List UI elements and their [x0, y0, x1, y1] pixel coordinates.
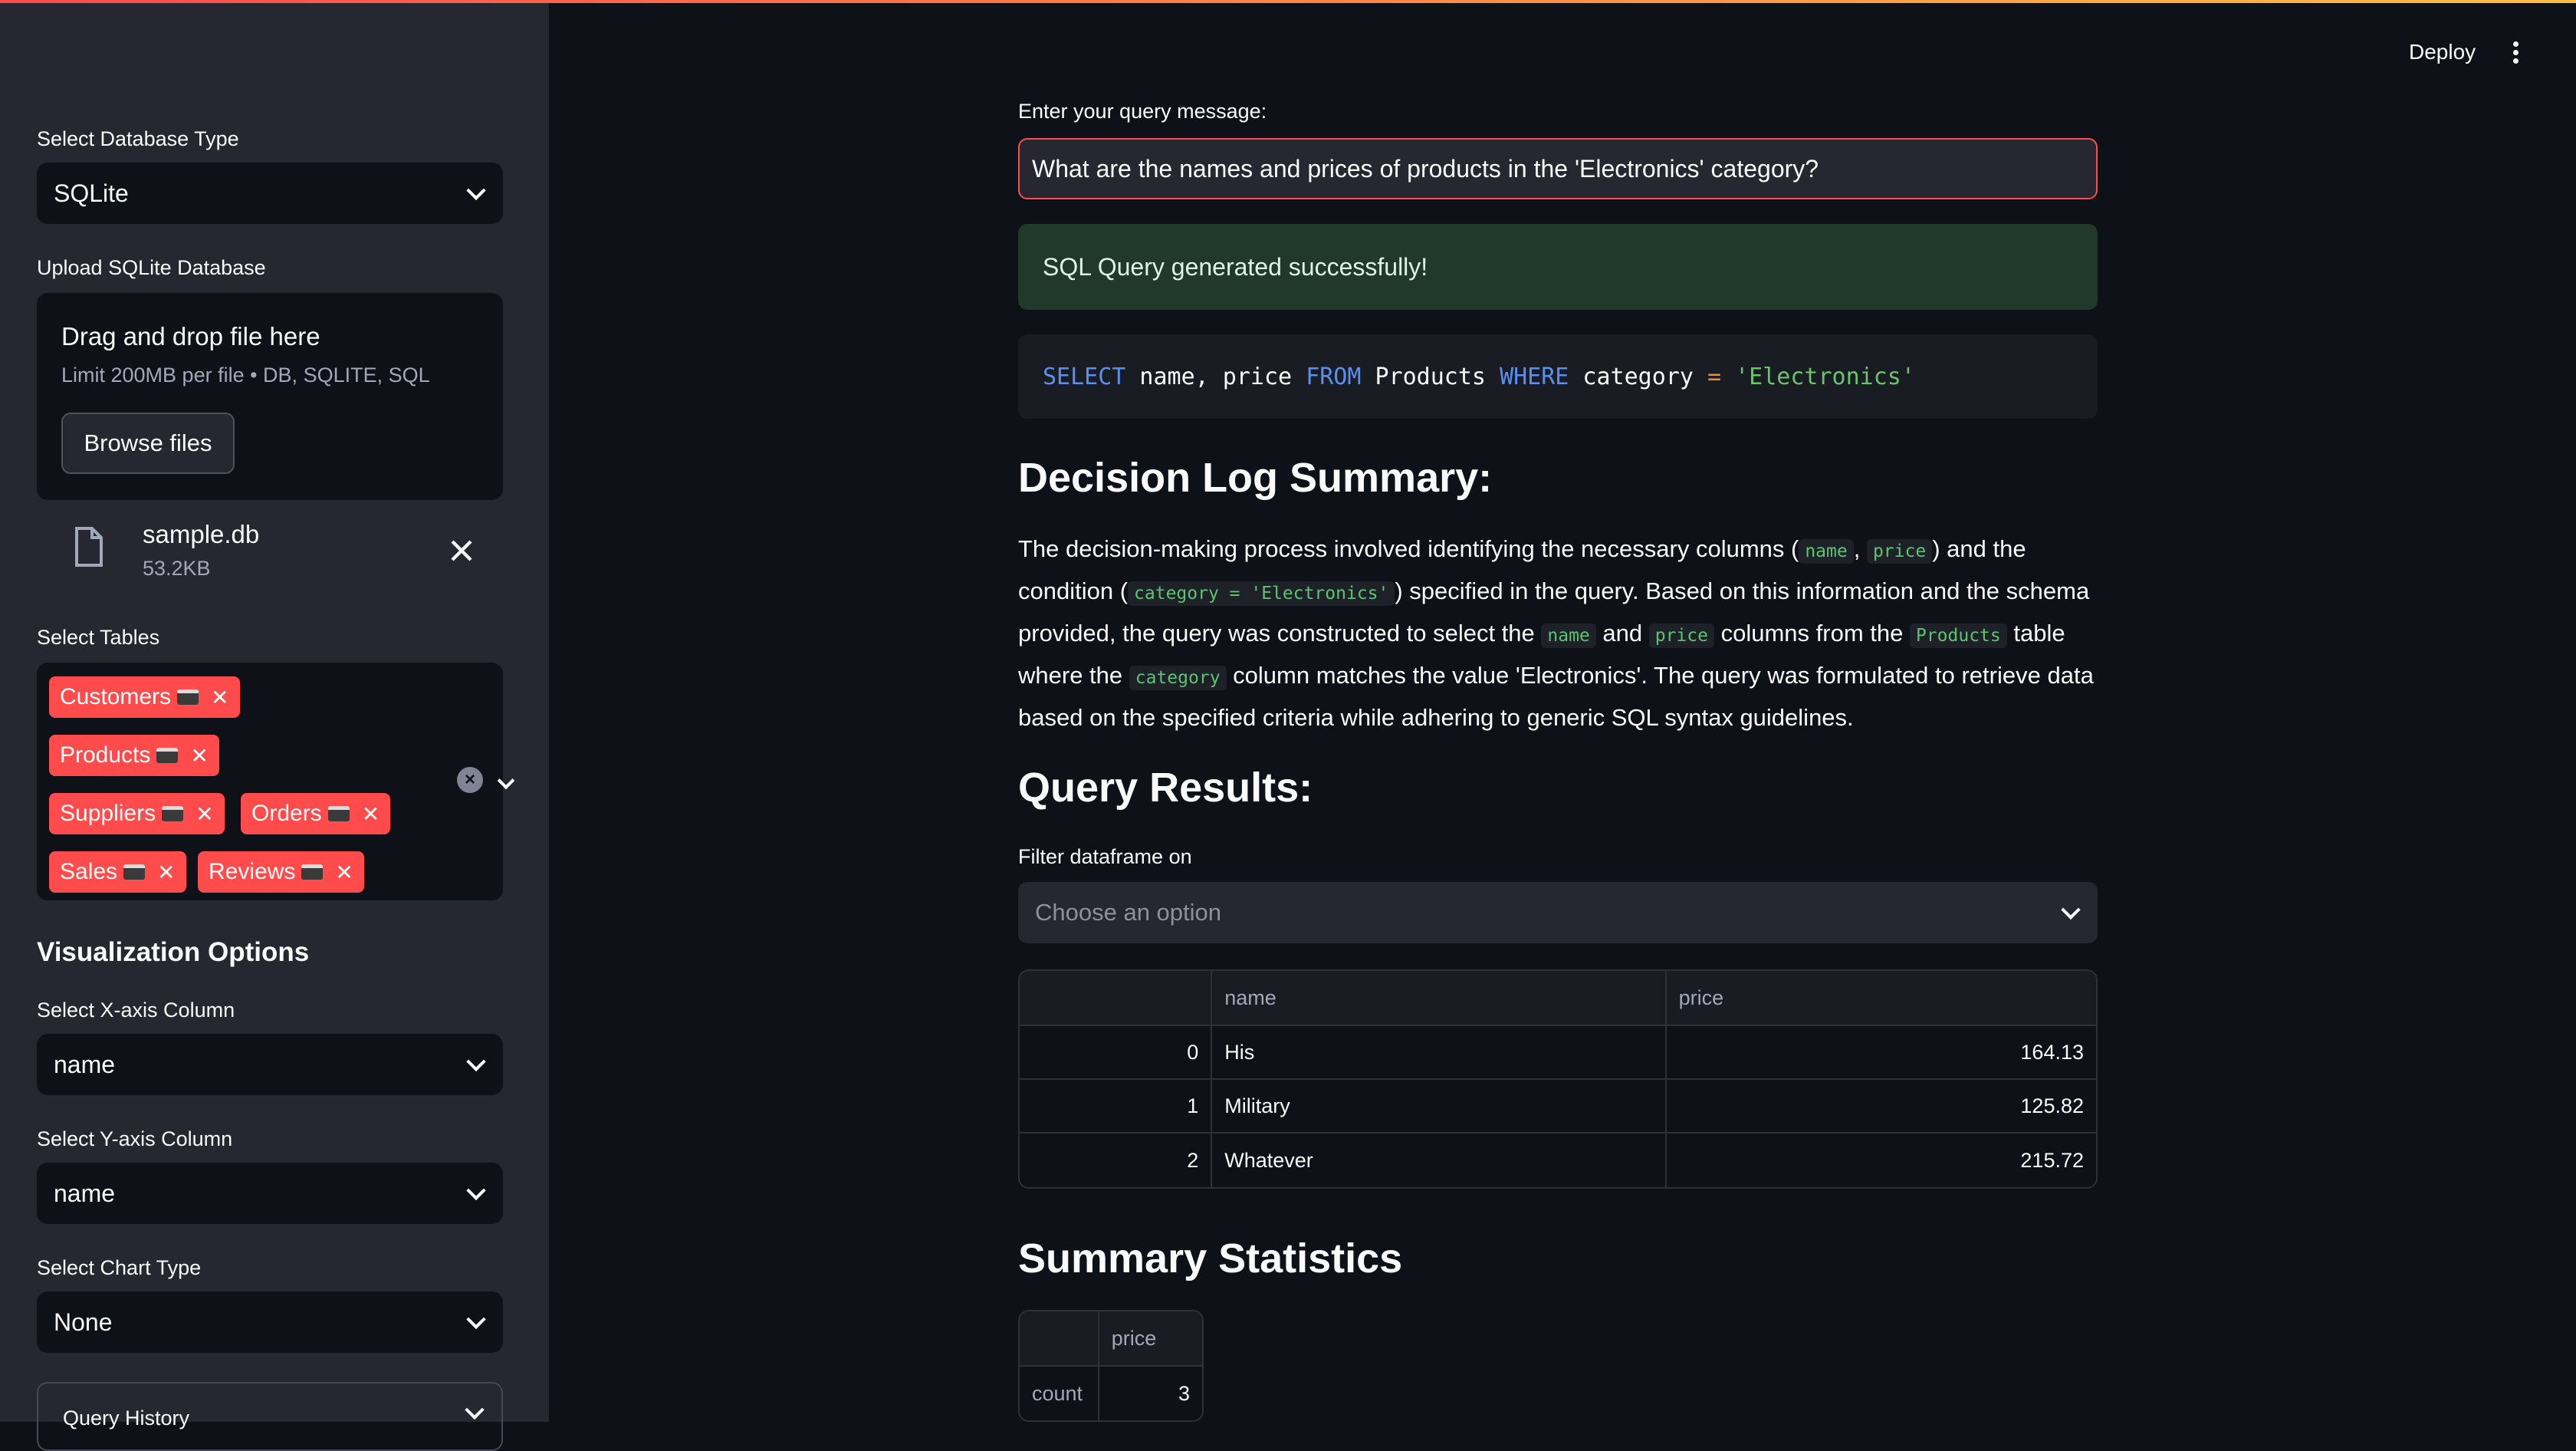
query-history-label: Query History	[63, 1407, 190, 1430]
chart-type-select[interactable]: None	[37, 1291, 503, 1353]
table-cell[interactable]: Whatever	[1212, 1133, 1667, 1187]
column-header[interactable]	[1020, 1311, 1099, 1367]
sql-keyword-from: FROM	[1306, 363, 1362, 390]
chevron-down-icon	[466, 1180, 486, 1201]
card-box-icon	[162, 806, 184, 821]
sql-table: Products	[1361, 363, 1500, 390]
sql-operator: =	[1707, 363, 1722, 390]
uploaded-file-name: sample.db	[143, 520, 260, 548]
table-tag-reviews[interactable]: Reviews ✕	[198, 851, 364, 893]
sql-keyword-select: SELECT	[1043, 363, 1126, 390]
db-type-label: Select Database Type	[37, 127, 239, 150]
sql-string-value: 'Electronics'	[1721, 363, 1915, 390]
table-cell[interactable]: 3	[1099, 1367, 1202, 1420]
remove-tag-icon[interactable]: ✕	[196, 801, 214, 826]
filter-placeholder: Choose an option	[1035, 899, 1222, 926]
row-index: count	[1020, 1367, 1099, 1420]
chevron-down-icon	[466, 1309, 486, 1330]
chevron-down-icon	[2061, 900, 2081, 920]
upload-label: Upload SQLite Database	[37, 256, 266, 279]
remove-tag-icon[interactable]: ✕	[211, 685, 229, 709]
x-axis-select[interactable]: name	[37, 1034, 503, 1095]
chevron-down-icon	[465, 1400, 485, 1420]
table-tag-orders[interactable]: Orders ✕	[241, 793, 391, 834]
file-dropzone[interactable]: Drag and drop file here Limit 200MB per …	[37, 293, 503, 500]
row-index: 1	[1020, 1080, 1213, 1133]
column-header[interactable]	[1020, 971, 1213, 1026]
visualization-heading: Visualization Options	[37, 937, 310, 967]
y-axis-label: Select Y-axis Column	[37, 1127, 233, 1150]
results-dataframe[interactable]: name price 0 His 164.13 1 Military 125.8…	[1018, 969, 2098, 1189]
table-tag-customers[interactable]: Customers ✕	[49, 676, 240, 718]
sql-column: category	[1569, 363, 1707, 390]
chart-type-label: Select Chart Type	[37, 1256, 202, 1279]
table-cell[interactable]: 125.82	[1666, 1080, 2096, 1133]
uploaded-file-size: 53.2KB	[143, 557, 211, 580]
query-label: Enter your query message:	[1018, 100, 1267, 123]
table-header-row: price	[1020, 1311, 1202, 1367]
sql-code-block: SELECT name, price FROM Products WHERE c…	[1018, 334, 2098, 419]
table-row[interactable]: count 3	[1020, 1367, 1202, 1420]
table-row[interactable]: 1 Military 125.82	[1020, 1080, 2096, 1133]
table-cell[interactable]: Military	[1212, 1080, 1667, 1133]
row-index: 0	[1020, 1026, 1213, 1080]
y-axis-value: name	[54, 1179, 116, 1207]
column-header[interactable]: name	[1212, 971, 1667, 1026]
chart-type-value: None	[54, 1308, 113, 1336]
decision-log-heading: Decision Log Summary:	[1018, 455, 1493, 501]
chevron-down-icon[interactable]	[497, 772, 515, 790]
sql-keyword-where: WHERE	[1500, 363, 1569, 390]
db-type-select[interactable]: SQLite	[37, 163, 503, 224]
table-header-row: name price	[1020, 971, 2096, 1026]
table-row[interactable]: 0 His 164.13	[1020, 1026, 2096, 1080]
query-history-expander[interactable]: Query History	[37, 1382, 503, 1451]
filter-label: Filter dataframe on	[1018, 845, 1192, 868]
tables-multiselect[interactable]: Customers ✕ Products ✕ Suppliers ✕ Orders ✕ …	[37, 663, 515, 900]
remove-tag-icon[interactable]: ✕	[361, 801, 380, 826]
remove-tag-icon[interactable]: ✕	[157, 860, 176, 884]
table-cell[interactable]: 215.72	[1666, 1133, 2096, 1187]
card-box-icon	[156, 748, 179, 763]
tables-label: Select Tables	[37, 626, 160, 649]
top-decoration-bar	[0, 0, 2576, 3]
file-icon	[75, 527, 103, 567]
filter-dataframe-select[interactable]: Choose an option	[1018, 882, 2098, 943]
card-box-icon	[327, 806, 350, 821]
sql-columns: name, price	[1125, 363, 1306, 390]
card-box-icon	[301, 864, 324, 880]
remove-file-close-icon[interactable]	[449, 538, 474, 563]
db-type-value: SQLite	[54, 179, 129, 207]
row-index: 2	[1020, 1133, 1213, 1187]
table-row[interactable]: 2 Whatever 215.72	[1020, 1133, 2096, 1187]
column-header[interactable]: price	[1099, 1311, 1202, 1367]
table-tag-suppliers[interactable]: Suppliers ✕	[49, 793, 225, 834]
query-results-heading: Query Results:	[1018, 765, 1313, 811]
table-tag-sales[interactable]: Sales ✕	[49, 851, 186, 893]
dropzone-limit: Limit 200MB per file • DB, SQLITE, SQL	[61, 364, 430, 387]
summary-statistics-heading: Summary Statistics	[1018, 1235, 1403, 1282]
sidebar: Select Database Type SQLite Upload SQLit…	[0, 3, 549, 1451]
remove-tag-icon[interactable]: ✕	[335, 860, 353, 884]
chevron-down-icon	[466, 180, 486, 201]
remove-tag-icon[interactable]: ✕	[190, 743, 209, 768]
card-box-icon	[123, 864, 146, 880]
success-alert: SQL Query generated successfully!	[1018, 224, 2098, 310]
deploy-button[interactable]: Deploy	[2409, 40, 2476, 64]
chevron-down-icon	[466, 1051, 486, 1072]
table-cell[interactable]: 164.13	[1666, 1026, 2096, 1080]
y-axis-select[interactable]: name	[37, 1163, 503, 1224]
card-box-icon	[177, 689, 199, 705]
dropzone-title: Drag and drop file here	[61, 322, 320, 350]
x-axis-value: name	[54, 1050, 116, 1078]
clear-all-icon[interactable]: ×	[457, 767, 483, 793]
decision-log-text: The decision-making process involved ide…	[1018, 535, 2094, 731]
main-menu-icon[interactable]	[2513, 41, 2519, 64]
browse-files-button[interactable]: Browse files	[61, 413, 235, 474]
x-axis-label: Select X-axis Column	[37, 999, 235, 1022]
column-header[interactable]: price	[1666, 971, 2096, 1026]
query-input[interactable]: What are the names and prices of product…	[1018, 138, 2098, 199]
stats-dataframe[interactable]: price count 3	[1018, 1310, 1204, 1422]
table-cell[interactable]: His	[1212, 1026, 1667, 1080]
table-tag-products[interactable]: Products ✕	[49, 735, 219, 776]
